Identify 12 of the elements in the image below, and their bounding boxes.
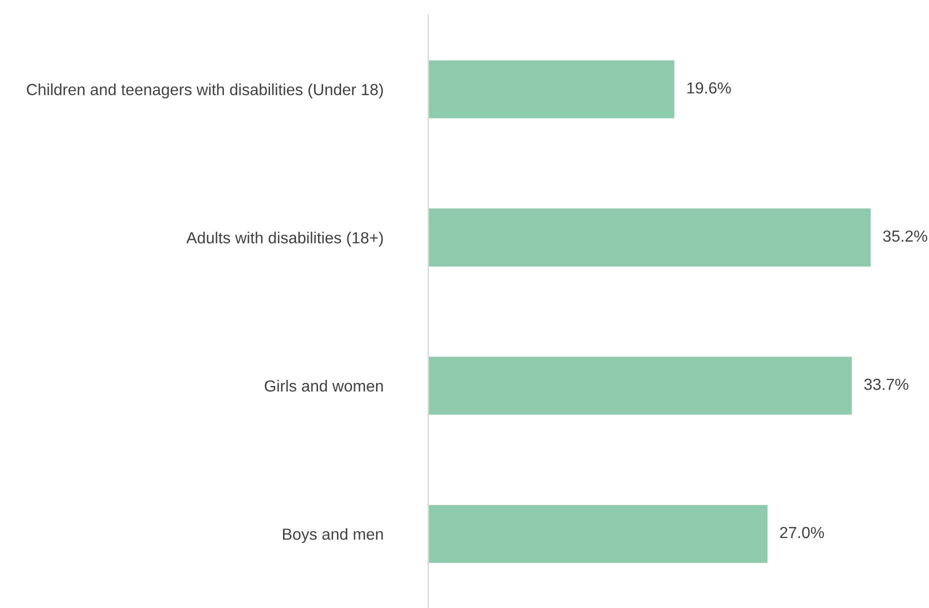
y-tick-label: Girls and women: [264, 380, 383, 392]
data-label: 33.7%: [864, 378, 908, 390]
bar: [428, 504, 769, 564]
bar: [428, 355, 854, 416]
bar: [428, 207, 872, 268]
data-label: 19.6%: [687, 82, 731, 94]
y-tick-label: Children and teenagers with disabilities (Under 18): [26, 84, 383, 98]
y-tick-label: Boys and men: [283, 528, 383, 543]
y-tick-label: Adults with disabilities (18+): [186, 232, 383, 247]
data-label: 35.2%: [883, 230, 928, 242]
bar: [428, 58, 676, 120]
data-label: 27.0%: [780, 526, 824, 538]
